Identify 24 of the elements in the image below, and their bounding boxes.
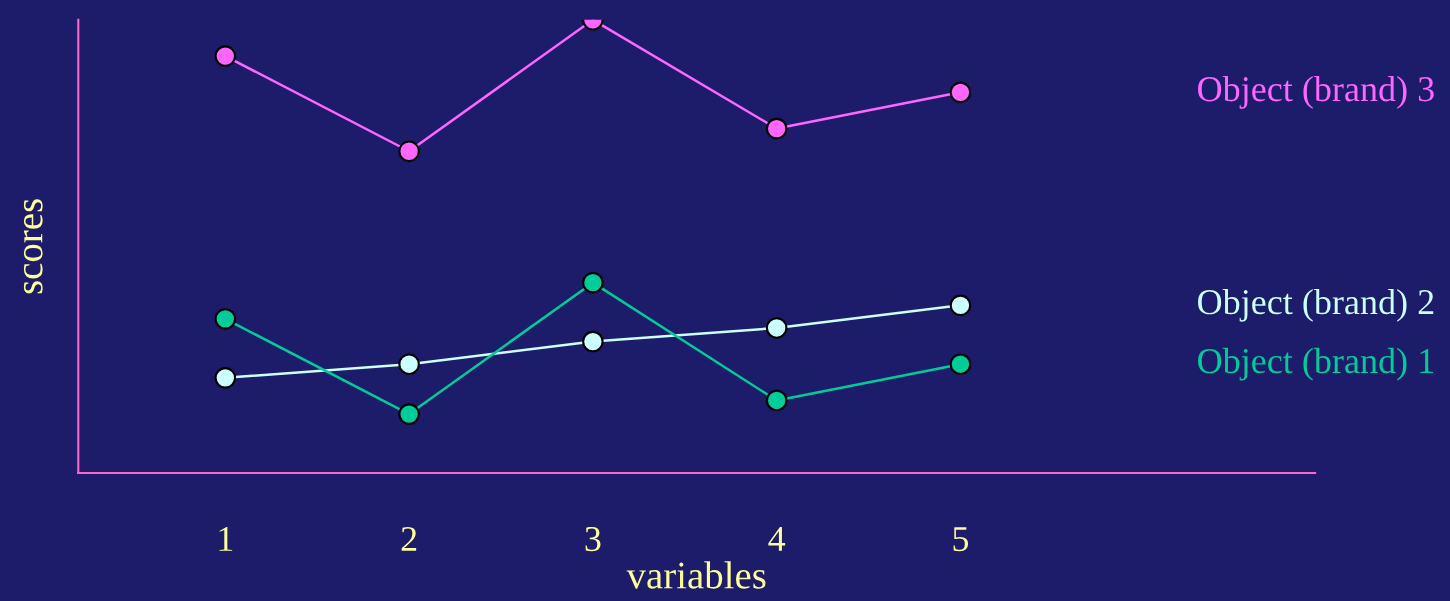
point	[765, 389, 788, 412]
point	[398, 140, 420, 163]
y-axis-title: scores	[23, 199, 43, 294]
point	[398, 353, 420, 375]
x-tick-label: 4	[768, 527, 786, 551]
x-tick-label: 1	[219, 526, 233, 551]
point	[214, 367, 237, 389]
point	[765, 317, 788, 339]
text: Object (brand) 2	[1198, 288, 1434, 322]
point	[582, 271, 604, 294]
point	[949, 353, 972, 375]
text: Object (brand) 3	[1198, 75, 1434, 109]
point	[765, 117, 788, 140]
x-axis-title: variables	[626, 561, 766, 589]
text: Object (brand) 1	[1198, 347, 1434, 381]
point	[214, 45, 237, 67]
x-tick-label: 5	[953, 527, 969, 552]
x-tick-label: 2	[401, 526, 417, 551]
point	[582, 330, 604, 353]
point	[949, 81, 972, 104]
x-tick-label: 3	[585, 526, 601, 552]
point	[214, 308, 237, 330]
point	[949, 294, 972, 317]
point	[398, 403, 420, 425]
